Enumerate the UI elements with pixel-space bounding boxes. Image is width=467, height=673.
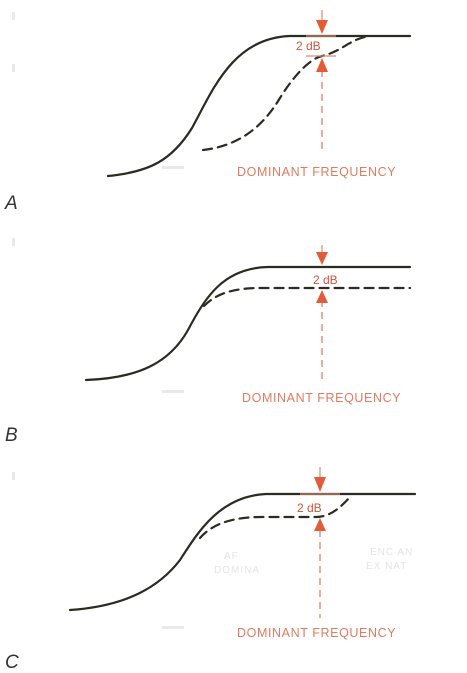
panel-letter-c: C [5, 652, 19, 673]
solid-response-curve-c [68, 492, 417, 612]
solid-response-curve-b [84, 265, 412, 382]
axis-mark [12, 238, 15, 246]
down-arrow-icon [316, 20, 328, 34]
faint-label: AF [224, 551, 239, 562]
axis-mark [12, 64, 15, 72]
faint-label: ENC AN [370, 547, 413, 558]
panel-b: 2 dB DOMINANT FREQUENCY B [5, 238, 412, 446]
axis-mark [162, 166, 184, 169]
db-label-b: 2 dB [313, 273, 338, 287]
axis-mark [12, 12, 15, 20]
up-arrow-icon [316, 58, 328, 72]
up-arrow-icon [314, 518, 326, 531]
panel-letter-a: A [4, 193, 18, 214]
dominant-frequency-label-c: DOMINANT FREQUENCY [237, 626, 396, 640]
faint-label: EX NAT [366, 561, 407, 572]
axis-mark [12, 472, 15, 480]
down-arrow-icon [314, 477, 326, 492]
dashed-response-curve-b [202, 286, 412, 308]
db-label-a: 2 dB [296, 39, 321, 53]
dashed-response-curve-c [198, 495, 352, 540]
down-arrow-icon [316, 252, 328, 265]
dominant-frequency-label-a: DOMINANT FREQUENCY [237, 165, 396, 179]
faint-label: DOMINA [214, 565, 260, 576]
axis-mark [162, 626, 184, 629]
panel-letter-b: B [5, 425, 18, 446]
dominant-frequency-label-b: DOMINANT FREQUENCY [242, 391, 401, 405]
dashed-response-curve-a [201, 35, 367, 152]
panel-a: 2 dB DOMINANT FREQUENCY A [4, 10, 412, 214]
axis-mark [162, 390, 184, 393]
up-arrow-icon [316, 290, 328, 303]
solid-response-curve-a [106, 34, 412, 178]
db-label-c: 2 dB [297, 501, 322, 515]
panel-c: 2 dB AF DOMINA ENC AN EX NAT DOMINANT FR… [5, 467, 417, 673]
